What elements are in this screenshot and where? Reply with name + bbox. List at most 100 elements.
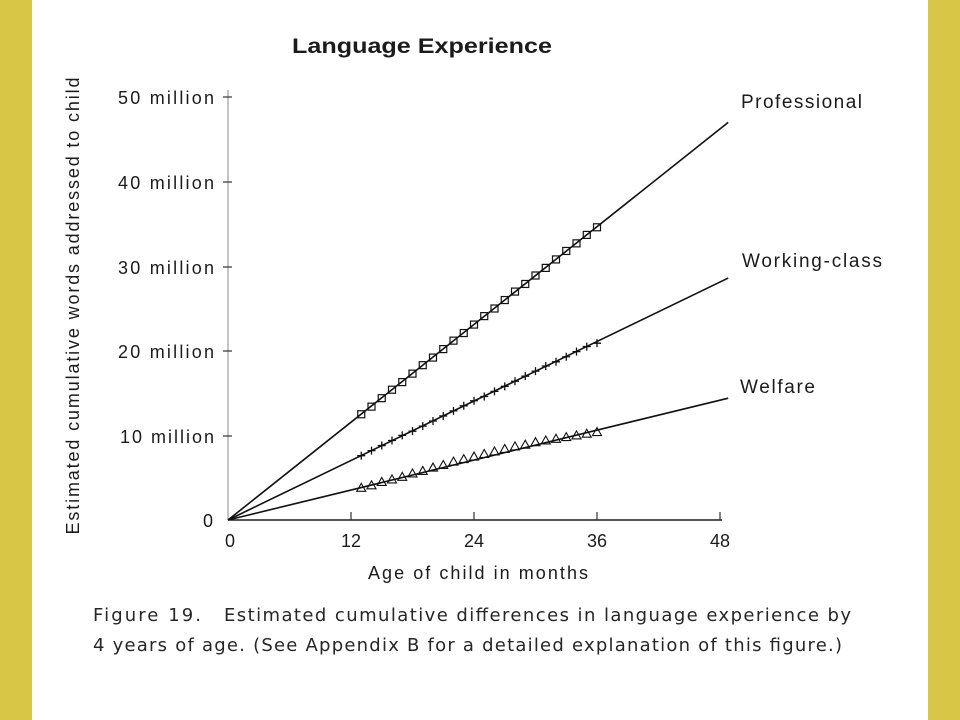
data-point-working-class <box>511 377 519 386</box>
y-tick-marks <box>223 96 232 437</box>
chart-title: Language Experience <box>292 35 552 58</box>
y-tick-label: 20 million <box>118 342 214 362</box>
data-point-professional <box>480 312 489 321</box>
data-point-working-class <box>449 406 458 415</box>
y-axis-label: Estimated cumulative words addressed to … <box>63 78 83 535</box>
data-point-welfare <box>550 433 562 443</box>
data-point-welfare <box>509 440 521 451</box>
data-point-professional <box>398 378 407 387</box>
data-point-professional <box>428 353 438 362</box>
data-point-professional <box>469 320 479 329</box>
x-tick-marks <box>350 512 721 520</box>
data-point-working-class <box>572 347 581 356</box>
data-point-welfare <box>366 479 377 490</box>
data-point-welfare <box>448 456 459 466</box>
data-point-welfare <box>560 431 572 442</box>
x-tick-label: 36 <box>587 531 607 551</box>
data-point-working-class <box>593 339 601 348</box>
data-point-working-class <box>480 392 489 401</box>
data-point-working-class <box>367 446 376 455</box>
data-point-professional <box>418 361 427 370</box>
x-tick-label: 24 <box>464 531 484 551</box>
data-point-professional <box>367 402 376 411</box>
data-point-welfare <box>519 439 531 449</box>
data-point-working-class <box>500 382 509 391</box>
data-point-working-class <box>531 367 540 376</box>
data-point-welfare <box>478 448 490 459</box>
data-point-professional <box>521 279 530 289</box>
data-point-professional <box>439 345 448 354</box>
data-point-welfare <box>407 467 418 478</box>
data-point-welfare <box>458 453 470 464</box>
data-point-working-class <box>521 372 530 381</box>
data-point-working-class <box>562 352 571 361</box>
data-point-working-class <box>357 451 366 460</box>
data-point-welfare <box>376 476 388 486</box>
series-label-professional: Professional <box>741 92 862 113</box>
data-point-welfare <box>499 443 511 453</box>
data-point-welfare <box>386 473 398 484</box>
figure-panel <box>32 0 928 720</box>
data-point-welfare <box>540 434 552 445</box>
data-point-welfare <box>591 426 603 437</box>
data-point-professional <box>531 271 540 280</box>
data-point-professional <box>387 385 397 394</box>
data-point-working-class <box>388 436 396 445</box>
data-point-professional <box>408 369 417 378</box>
x-tick-label: 12 <box>341 531 361 551</box>
caption-line-1: Estimated cumulative differences in lang… <box>224 605 851 626</box>
data-point-working-class <box>552 357 560 366</box>
data-point-welfare <box>355 482 367 492</box>
data-point-welfare <box>581 428 593 438</box>
data-point-working-class <box>377 441 386 450</box>
data-point-working-class <box>459 401 468 410</box>
data-point-professional <box>500 295 509 305</box>
y-tick-labels: 50 million 40 million 30 million 20 mill… <box>118 88 214 531</box>
data-point-welfare <box>571 429 582 440</box>
data-point-professional <box>459 328 468 338</box>
data-point-working-class <box>490 387 499 396</box>
y-tick-label: 30 million <box>118 258 214 278</box>
data-point-welfare <box>437 459 449 470</box>
y-tick-label: 0 <box>203 511 213 531</box>
data-point-working-class <box>582 342 591 351</box>
data-point-professional <box>449 336 458 345</box>
data-point-welfare <box>530 436 541 447</box>
data-point-welfare <box>489 445 500 456</box>
data-point-professional <box>490 304 499 313</box>
data-point-working-class <box>541 362 550 371</box>
series-label-working-class: Working-class <box>742 251 882 272</box>
y-tick-label: 50 million <box>118 88 214 108</box>
trend-line-professional <box>227 121 729 521</box>
data-point-professional <box>562 246 571 256</box>
data-point-professional <box>377 394 386 403</box>
data-point-professional <box>357 410 366 419</box>
plot-area <box>227 121 729 521</box>
data-point-welfare <box>396 471 408 481</box>
data-point-professional <box>510 287 520 296</box>
x-tick-label: 0 <box>225 531 235 551</box>
data-point-working-class <box>398 431 407 440</box>
caption-line-2: 4 years of age. (See Appendix B for a de… <box>93 635 842 656</box>
data-point-working-class <box>429 417 437 426</box>
data-point-professional <box>572 239 581 248</box>
y-tick-label: 40 million <box>118 173 214 193</box>
data-point-welfare <box>417 465 429 475</box>
y-tick-label: 10 million <box>120 427 214 447</box>
data-point-working-class <box>408 427 417 436</box>
data-point-working-class <box>418 422 427 431</box>
data-point-working-class <box>439 411 448 420</box>
data-point-working-class <box>470 396 478 405</box>
data-point-professional <box>592 223 602 232</box>
caption-label: Figure 19. <box>93 605 201 626</box>
figure-caption: Figure 19. Estimated cumulative differen… <box>93 605 851 656</box>
data-point-welfare <box>468 450 480 461</box>
x-tick-label: 48 <box>710 531 730 551</box>
x-axis-label: Age of child in months <box>368 563 588 583</box>
data-point-professional <box>582 230 591 239</box>
x-tick-labels: 0 12 24 36 48 <box>225 531 730 551</box>
data-point-professional <box>551 255 561 264</box>
trend-line-working-class <box>227 277 729 521</box>
data-point-welfare <box>427 461 439 472</box>
